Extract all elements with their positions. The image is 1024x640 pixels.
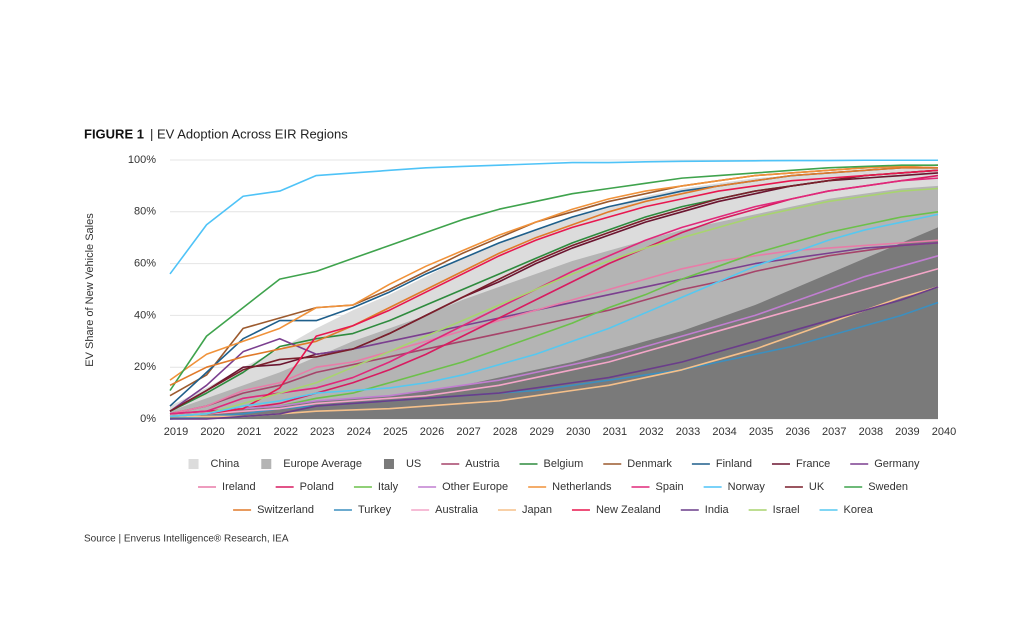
line: [169, 166, 938, 387]
line: [170, 286, 939, 418]
x-tick-label: 2029: [529, 426, 553, 438]
y-tick-label: 80%: [134, 206, 156, 218]
legend-label: Denmark: [627, 458, 672, 470]
line: [170, 286, 939, 420]
legend-label: UK: [809, 481, 825, 493]
x-tick-label: 2027: [456, 426, 480, 438]
legend-label: Germany: [874, 458, 920, 470]
legend-label: Korea: [844, 504, 874, 516]
legend-label: Austria: [465, 458, 500, 470]
legend-label: Switzerland: [257, 504, 314, 516]
legend-label: Japan: [522, 504, 552, 516]
line: [169, 159, 938, 275]
x-tick-label: 2034: [712, 426, 736, 438]
line: [169, 164, 938, 391]
legend-label: Sweden: [868, 481, 908, 493]
x-tick-label: 2025: [383, 426, 407, 438]
legend-label: Poland: [300, 481, 334, 493]
line: [169, 242, 939, 412]
x-tick-label: 2022: [273, 426, 297, 438]
line: [169, 242, 939, 415]
x-tick-label: 2036: [785, 426, 809, 438]
x-tick-label: 2023: [310, 426, 334, 438]
legend-label: New Zealand: [596, 504, 661, 516]
legend-label: Netherlands: [552, 481, 612, 493]
legend-label: Norway: [728, 481, 766, 493]
legend-swatch: [383, 459, 394, 469]
x-tick-label: 2037: [822, 426, 846, 438]
x-tick-label: 2021: [237, 426, 261, 438]
area: [170, 227, 938, 419]
legend-label: Ireland: [222, 481, 256, 493]
legend-label: Spain: [655, 481, 683, 493]
line: [169, 213, 939, 418]
legend-label: US: [406, 458, 421, 470]
legend-label: India: [705, 504, 730, 516]
line: [169, 211, 939, 418]
legend-label: Europe Average: [283, 458, 362, 470]
figure-label: FIGURE 1: [84, 126, 144, 141]
x-tick-label: 2040: [932, 426, 956, 438]
line: [169, 239, 939, 415]
legend-swatch: [261, 459, 272, 469]
line: [169, 177, 939, 415]
line: [169, 268, 939, 418]
x-tick-label: 2020: [200, 426, 224, 438]
x-tick-label: 2038: [859, 426, 883, 438]
x-tick-label: 2024: [347, 426, 371, 438]
legend-label: Australia: [435, 504, 479, 516]
legend-label: Italy: [378, 481, 399, 493]
line: [169, 255, 939, 418]
legend-label: France: [796, 458, 830, 470]
y-tick-label: 20%: [134, 361, 156, 373]
x-tick-label: 2035: [749, 426, 773, 438]
y-axis-label: EV Share of New Vehicle Sales: [84, 213, 96, 367]
x-tick-label: 2032: [639, 426, 663, 438]
legend-swatch: [188, 459, 199, 469]
y-tick-label: 40%: [134, 309, 156, 321]
legend-label: China: [211, 458, 241, 470]
line: [169, 169, 939, 412]
source: Source | Enverus Intelligence® Research,…: [84, 534, 289, 545]
legend-row: Ireland Poland Italy Other Europe Netherland…: [198, 481, 908, 493]
legend-row: Switzerland Turkey Australia Japan New Zeala…: [233, 504, 874, 516]
y-tick-label: 60%: [134, 258, 156, 270]
legend-label: Israel: [773, 504, 800, 516]
legend-label: Belgium: [544, 458, 584, 470]
line: [169, 164, 939, 381]
y-tick-label: 0%: [140, 413, 156, 425]
line: [169, 187, 939, 418]
x-tick-label: 2031: [603, 426, 627, 438]
x-tick-label: 2033: [676, 426, 700, 438]
x-tick-label: 2030: [566, 426, 590, 438]
x-tick-label: 2026: [420, 426, 444, 438]
legend-row: China Europe Average US Austria Belgium Denma…: [188, 458, 920, 470]
legend-label: Other Europe: [442, 481, 508, 493]
chart-title: | EV Adoption Across EIR Regions: [150, 126, 348, 141]
y-tick-label: 100%: [128, 154, 156, 166]
line: [169, 169, 939, 418]
legend-label: Finland: [716, 458, 752, 470]
x-tick-label: 2039: [895, 426, 919, 438]
legend-label: Turkey: [358, 504, 392, 516]
line: [169, 301, 939, 420]
x-tick-label: 2028: [493, 426, 517, 438]
lines: [169, 159, 939, 420]
x-tick-label: 2019: [164, 426, 188, 438]
